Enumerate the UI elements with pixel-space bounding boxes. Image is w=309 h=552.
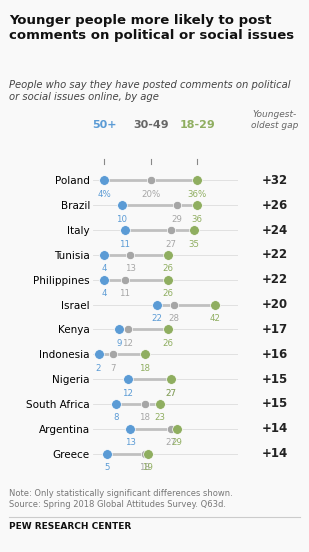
Text: +16: +16 [262,348,288,361]
Text: 12: 12 [122,389,133,397]
Text: +17: +17 [262,323,288,336]
Text: 18: 18 [139,364,150,373]
Text: 4: 4 [102,264,107,273]
Text: 30-49: 30-49 [133,120,169,130]
Text: 2: 2 [96,364,101,373]
Text: 26: 26 [163,289,174,298]
Text: 27: 27 [166,389,177,397]
Text: 18: 18 [139,413,150,422]
Text: 13: 13 [125,438,136,447]
Text: 20%: 20% [141,190,160,199]
Text: +15: +15 [262,397,288,411]
Text: 9: 9 [116,339,121,348]
Text: PEW RESEARCH CENTER: PEW RESEARCH CENTER [9,522,132,530]
Text: 4: 4 [102,289,107,298]
Text: 7: 7 [110,364,116,373]
Text: 23: 23 [154,413,165,422]
Text: 12: 12 [122,339,133,348]
Text: +14: +14 [262,422,288,436]
Text: 42: 42 [209,314,220,323]
Text: 28: 28 [168,314,180,323]
Text: Note: Only statistically significant differences shown.
Source: Spring 2018 Glob: Note: Only statistically significant dif… [9,489,233,509]
Text: +24: +24 [262,224,288,237]
Text: 13: 13 [125,264,136,273]
Text: 29: 29 [171,438,182,447]
Text: 18: 18 [139,463,150,472]
Text: 11: 11 [119,240,130,248]
Text: +20: +20 [262,298,288,311]
Text: 22: 22 [151,314,162,323]
Text: 36%: 36% [188,190,207,199]
Text: +26: +26 [262,199,288,212]
Text: 27: 27 [166,240,177,248]
Text: 19: 19 [142,463,153,472]
Text: +22: +22 [262,248,288,262]
Text: 26: 26 [163,339,174,348]
Text: Youngest-
oldest gap: Youngest- oldest gap [251,110,299,130]
Text: People who say they have posted comments on political
or social issues online, b: People who say they have posted comments… [9,80,291,102]
Text: 27: 27 [166,438,177,447]
Text: +14: +14 [262,447,288,460]
Text: 36: 36 [192,215,203,224]
Text: 29: 29 [171,215,182,224]
Text: 18-29: 18-29 [180,120,215,130]
Text: Younger people more likely to post
comments on political or social issues: Younger people more likely to post comme… [9,14,294,42]
Text: 8: 8 [113,413,119,422]
Text: +22: +22 [262,273,288,286]
Text: +15: +15 [262,373,288,386]
Text: 4%: 4% [97,190,111,199]
Text: 26: 26 [163,264,174,273]
Text: +32: +32 [262,174,288,187]
Text: 11: 11 [119,289,130,298]
Text: 10: 10 [116,215,127,224]
Text: 27: 27 [166,389,177,397]
Text: 5: 5 [104,463,110,472]
Text: 35: 35 [189,240,200,248]
Text: 50+: 50+ [92,120,116,130]
